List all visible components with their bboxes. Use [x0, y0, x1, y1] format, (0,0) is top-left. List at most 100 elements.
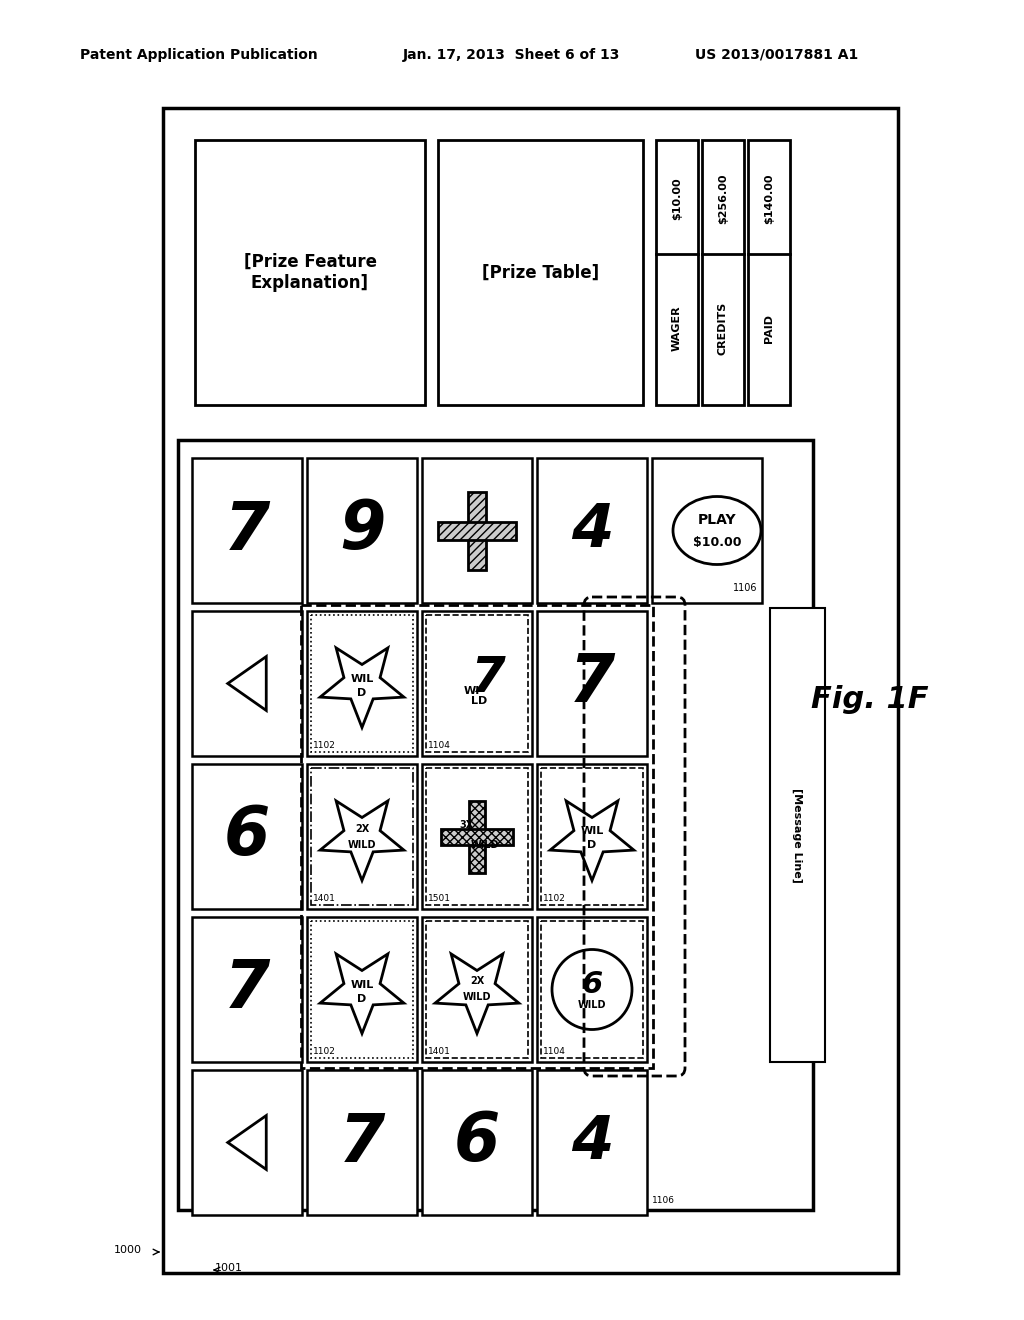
- Bar: [307, 764, 417, 909]
- Text: 3X: 3X: [460, 820, 474, 829]
- Bar: [748, 140, 790, 405]
- Text: 7: 7: [568, 651, 615, 717]
- Text: 4: 4: [686, 502, 728, 560]
- Bar: [193, 917, 302, 1063]
- Polygon shape: [321, 954, 403, 1034]
- Circle shape: [552, 949, 632, 1030]
- Bar: [537, 917, 647, 1063]
- Text: 1104: 1104: [543, 1047, 566, 1056]
- Text: CREDITS: CREDITS: [718, 301, 728, 355]
- Bar: [311, 615, 413, 752]
- Text: D: D: [588, 841, 597, 850]
- Text: [Prize Feature
Explanation]: [Prize Feature Explanation]: [244, 253, 377, 292]
- Text: $140.00: $140.00: [764, 173, 774, 223]
- Bar: [307, 1071, 417, 1214]
- Text: 1106: 1106: [652, 1196, 675, 1205]
- Polygon shape: [227, 656, 266, 710]
- Text: 2X: 2X: [355, 824, 369, 833]
- Bar: [195, 140, 425, 405]
- Polygon shape: [321, 648, 403, 727]
- Text: WILD: WILD: [463, 993, 492, 1002]
- Bar: [537, 1071, 647, 1214]
- Text: WIL: WIL: [350, 979, 374, 990]
- Text: 1401: 1401: [428, 1047, 451, 1056]
- Text: 1001: 1001: [215, 1263, 243, 1272]
- Bar: [426, 921, 528, 1059]
- Bar: [311, 768, 413, 906]
- Bar: [438, 521, 516, 540]
- Bar: [422, 458, 532, 603]
- Bar: [193, 458, 302, 603]
- Bar: [770, 609, 825, 1063]
- Text: US 2013/0017881 A1: US 2013/0017881 A1: [695, 48, 858, 62]
- Bar: [541, 768, 643, 906]
- Text: WIL: WIL: [581, 826, 603, 837]
- Text: Jan. 17, 2013  Sheet 6 of 13: Jan. 17, 2013 Sheet 6 of 13: [403, 48, 621, 62]
- Text: D: D: [357, 994, 367, 1003]
- Bar: [438, 140, 643, 405]
- Text: WILD: WILD: [471, 840, 500, 850]
- Bar: [426, 768, 528, 906]
- Polygon shape: [435, 954, 519, 1034]
- Bar: [193, 1071, 302, 1214]
- Bar: [307, 917, 417, 1063]
- Text: 6: 6: [454, 1110, 500, 1176]
- Text: WILD: WILD: [348, 840, 376, 850]
- Text: 1501: 1501: [428, 894, 451, 903]
- Bar: [163, 108, 898, 1272]
- Text: [Message Line]: [Message Line]: [793, 788, 803, 883]
- Polygon shape: [550, 801, 634, 880]
- Text: 1102: 1102: [313, 741, 336, 750]
- Text: 1104: 1104: [428, 741, 451, 750]
- Bar: [178, 440, 813, 1210]
- Bar: [702, 140, 744, 405]
- Ellipse shape: [673, 496, 761, 565]
- Text: 6: 6: [224, 804, 270, 870]
- Bar: [537, 611, 647, 756]
- Text: WIL: WIL: [350, 673, 374, 684]
- Bar: [426, 615, 528, 752]
- Text: 7: 7: [224, 498, 270, 564]
- Bar: [301, 605, 653, 1068]
- Bar: [193, 764, 302, 909]
- Bar: [311, 921, 413, 1059]
- Bar: [441, 829, 513, 845]
- Text: [Prize Table]: [Prize Table]: [482, 264, 599, 281]
- Polygon shape: [321, 801, 403, 880]
- Text: PLAY: PLAY: [697, 513, 736, 528]
- Bar: [468, 491, 486, 569]
- Text: Fig. 1F: Fig. 1F: [811, 685, 929, 714]
- Text: Patent Application Publication: Patent Application Publication: [80, 48, 317, 62]
- Text: 1102: 1102: [543, 894, 566, 903]
- Bar: [422, 1071, 532, 1214]
- Text: 1106: 1106: [732, 583, 757, 593]
- Text: 1000: 1000: [114, 1245, 142, 1255]
- Text: WAGER: WAGER: [672, 305, 682, 351]
- Bar: [422, 611, 532, 756]
- Bar: [537, 764, 647, 909]
- Text: WILD: WILD: [578, 999, 606, 1010]
- Text: 7: 7: [470, 655, 505, 702]
- Text: 7: 7: [339, 1110, 385, 1176]
- Text: 7: 7: [224, 957, 270, 1023]
- Text: 4: 4: [570, 1113, 613, 1172]
- Bar: [537, 458, 647, 603]
- Text: WI: WI: [464, 686, 480, 697]
- Text: 2X: 2X: [470, 977, 484, 986]
- Text: 9: 9: [339, 498, 385, 564]
- Bar: [652, 458, 762, 603]
- Text: $10.00: $10.00: [672, 177, 682, 219]
- Polygon shape: [227, 1115, 266, 1170]
- Bar: [193, 611, 302, 756]
- Text: LD: LD: [471, 697, 487, 706]
- Bar: [307, 611, 417, 756]
- Text: 1102: 1102: [313, 1047, 336, 1056]
- Text: 4: 4: [570, 502, 613, 560]
- Text: $10.00: $10.00: [693, 536, 741, 549]
- Text: D: D: [357, 688, 367, 697]
- Bar: [422, 764, 532, 909]
- Bar: [422, 917, 532, 1063]
- Text: $256.00: $256.00: [718, 173, 728, 223]
- Text: 1401: 1401: [313, 894, 336, 903]
- Text: PAID: PAID: [764, 314, 774, 343]
